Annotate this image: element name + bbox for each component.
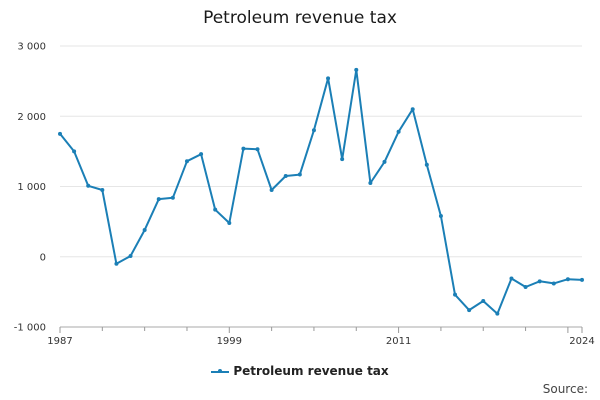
- x-tick-label: 2024: [569, 336, 594, 347]
- y-tick-label: -1 000: [14, 323, 46, 334]
- y-tick-label: 1 000: [17, 182, 46, 193]
- y-tick-label: 3 000: [17, 42, 46, 53]
- y-axis-ticks: -1 000 0 1 000 2 000 3 000: [14, 42, 46, 334]
- legend[interactable]: Petroleum revenue tax: [0, 364, 600, 378]
- data-point: [509, 276, 514, 281]
- data-point: [170, 195, 175, 200]
- data-point: [86, 183, 91, 188]
- y-tick-label: 2 000: [17, 112, 46, 123]
- data-point: [297, 172, 302, 177]
- data-point: [523, 284, 528, 289]
- legend-label: Petroleum revenue tax: [233, 364, 389, 378]
- data-point: [128, 254, 133, 259]
- source-note: Source:: [542, 382, 588, 396]
- data-point: [382, 159, 387, 164]
- data-point: [311, 128, 316, 133]
- data-point: [340, 157, 345, 162]
- data-point: [551, 281, 556, 286]
- data-point: [156, 197, 161, 202]
- data-point: [326, 76, 331, 81]
- series-group: [58, 67, 584, 316]
- data-point: [354, 67, 359, 72]
- data-point: [438, 214, 443, 219]
- data-point: [467, 308, 472, 313]
- legend-swatch: [211, 368, 230, 373]
- data-point: [396, 129, 401, 134]
- data-point: [481, 299, 486, 304]
- x-tick-label: 1987: [47, 336, 72, 347]
- data-point: [142, 228, 147, 233]
- data-point: [184, 159, 189, 164]
- x-axis: 1987 1999 2011 2024: [47, 326, 595, 347]
- data-point: [227, 221, 232, 226]
- series-line: [59, 68, 583, 315]
- data-point: [565, 277, 570, 282]
- gridlines: [60, 45, 582, 328]
- y-tick-label: 0: [40, 252, 46, 263]
- data-point: [100, 188, 105, 193]
- data-point: [453, 292, 458, 297]
- data-point: [241, 146, 246, 151]
- data-point: [58, 131, 62, 136]
- data-point: [199, 152, 204, 157]
- data-point: [114, 261, 119, 266]
- data-point: [72, 149, 77, 154]
- data-point: [213, 207, 218, 212]
- data-point: [283, 173, 288, 178]
- x-tick-label: 1999: [217, 336, 242, 347]
- data-point: [269, 188, 274, 193]
- data-point: [255, 147, 260, 152]
- data-point: [495, 311, 500, 316]
- data-point: [580, 277, 584, 282]
- data-point: [424, 162, 429, 167]
- data-point: [410, 107, 415, 112]
- chart-title: Petroleum revenue tax: [203, 8, 397, 28]
- x-tick-label: 2011: [386, 336, 411, 347]
- data-point: [537, 279, 542, 284]
- data-point: [368, 180, 373, 185]
